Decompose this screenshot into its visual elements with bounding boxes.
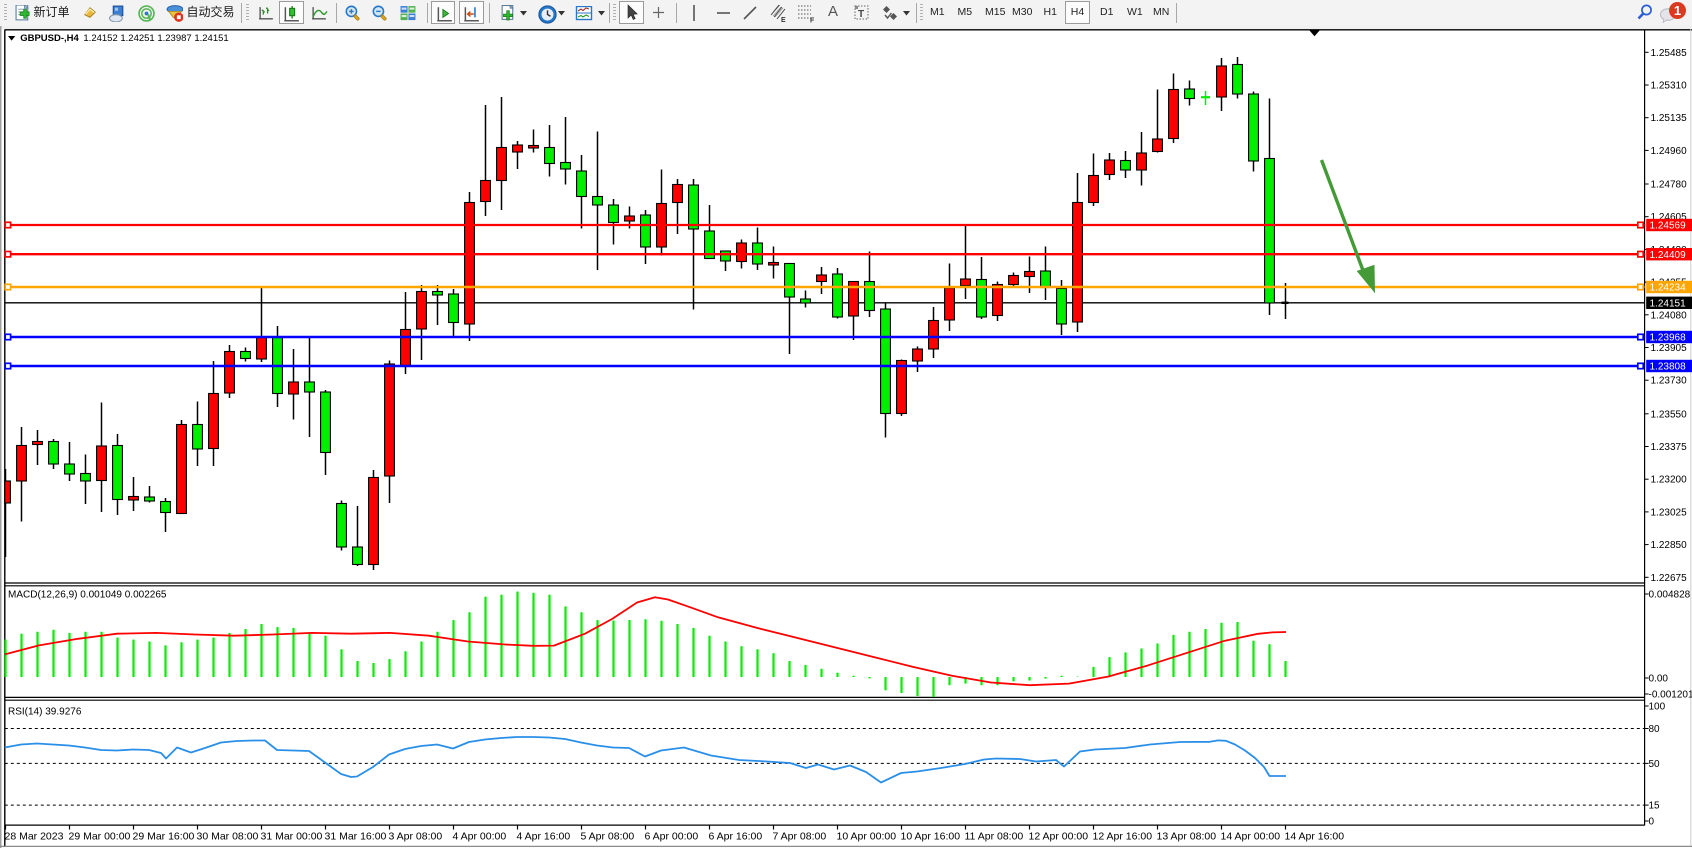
svg-text:6 Apr 00:00: 6 Apr 00:00 xyxy=(645,831,699,843)
svg-text:30 Mar 08:00: 30 Mar 08:00 xyxy=(197,831,259,843)
svg-text:14 Apr 00:00: 14 Apr 00:00 xyxy=(1221,831,1281,843)
svg-text:31 Mar 16:00: 31 Mar 16:00 xyxy=(325,831,387,843)
svg-text:1.22850: 1.22850 xyxy=(1651,540,1688,551)
svg-text:1.25310: 1.25310 xyxy=(1651,81,1688,92)
svg-text:1.24152 1.24251 1.23987 1.2415: 1.24152 1.24251 1.23987 1.24151 xyxy=(83,33,228,44)
svg-text:1.24569: 1.24569 xyxy=(1650,221,1687,232)
svg-text:1.24960: 1.24960 xyxy=(1651,146,1688,157)
svg-text:-0.001201: -0.001201 xyxy=(1649,690,1692,701)
svg-text:29 Mar 16:00: 29 Mar 16:00 xyxy=(133,831,195,843)
svg-text:4 Apr 00:00: 4 Apr 00:00 xyxy=(453,831,507,843)
svg-text:3 Apr 08:00: 3 Apr 08:00 xyxy=(389,831,443,843)
svg-text:E: E xyxy=(781,17,786,23)
svg-text:31 Mar 00:00: 31 Mar 00:00 xyxy=(261,831,323,843)
svg-text:1.25485: 1.25485 xyxy=(1651,48,1688,59)
svg-text:11 Apr 08:00: 11 Apr 08:00 xyxy=(965,831,1024,843)
svg-text:1.23200: 1.23200 xyxy=(1651,475,1688,486)
svg-text:MACD(12,26,9) 0.001049 0.00226: MACD(12,26,9) 0.001049 0.002265 xyxy=(8,590,167,601)
svg-text:6 Apr 16:00: 6 Apr 16:00 xyxy=(709,831,763,843)
svg-text:100: 100 xyxy=(1649,702,1666,713)
svg-text:4 Apr 16:00: 4 Apr 16:00 xyxy=(517,831,571,843)
svg-text:1.24151: 1.24151 xyxy=(1650,298,1687,309)
svg-text:1.23550: 1.23550 xyxy=(1651,409,1688,420)
svg-text:1.23375: 1.23375 xyxy=(1651,442,1688,453)
svg-text:12 Apr 16:00: 12 Apr 16:00 xyxy=(1093,831,1153,843)
svg-text:10 Apr 00:00: 10 Apr 00:00 xyxy=(837,831,897,843)
svg-text:1.23808: 1.23808 xyxy=(1650,362,1687,373)
svg-text:T: T xyxy=(858,9,864,20)
svg-text:0.004828: 0.004828 xyxy=(1649,590,1691,601)
svg-text:80: 80 xyxy=(1649,724,1661,735)
svg-text:RSI(14) 39.9276: RSI(14) 39.9276 xyxy=(8,707,82,718)
svg-text:1.25135: 1.25135 xyxy=(1651,113,1688,124)
svg-text:29 Mar 00:00: 29 Mar 00:00 xyxy=(69,831,131,843)
svg-text:1.23730: 1.23730 xyxy=(1651,376,1688,387)
svg-text:1.24234: 1.24234 xyxy=(1650,283,1687,294)
svg-text:13 Apr 08:00: 13 Apr 08:00 xyxy=(1157,831,1217,843)
svg-text:7 Apr 08:00: 7 Apr 08:00 xyxy=(773,831,827,843)
svg-text:15: 15 xyxy=(1649,801,1661,812)
svg-text:0: 0 xyxy=(1649,817,1655,828)
svg-text:1.23025: 1.23025 xyxy=(1651,507,1688,518)
svg-text:1.23968: 1.23968 xyxy=(1650,333,1687,344)
svg-text:50: 50 xyxy=(1649,759,1661,770)
svg-text:14 Apr 16:00: 14 Apr 16:00 xyxy=(1285,831,1345,843)
svg-text:5 Apr 08:00: 5 Apr 08:00 xyxy=(581,831,635,843)
svg-text:1.24080: 1.24080 xyxy=(1651,310,1688,321)
svg-text:28 Mar 2023: 28 Mar 2023 xyxy=(5,831,64,843)
svg-text:F: F xyxy=(810,18,815,24)
svg-text:12 Apr 00:00: 12 Apr 00:00 xyxy=(1029,831,1089,843)
svg-text:10 Apr 16:00: 10 Apr 16:00 xyxy=(901,831,961,843)
svg-text:1.24409: 1.24409 xyxy=(1650,250,1687,261)
svg-text:1.23905: 1.23905 xyxy=(1651,343,1688,354)
svg-text:0.00: 0.00 xyxy=(1649,674,1669,685)
svg-text:GBPUSD-,H4: GBPUSD-,H4 xyxy=(20,33,79,44)
svg-text:1.24780: 1.24780 xyxy=(1651,180,1688,191)
svg-text:1.22675: 1.22675 xyxy=(1651,573,1688,584)
svg-text:1.24605: 1.24605 xyxy=(1651,212,1688,223)
